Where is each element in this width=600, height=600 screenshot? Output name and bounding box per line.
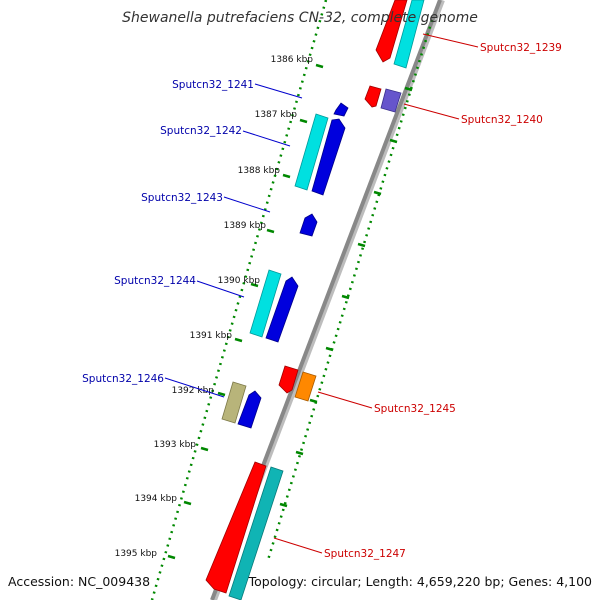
tick-label: 1391 kbp xyxy=(190,331,233,341)
leader-1246 xyxy=(164,377,225,398)
tick-mark xyxy=(183,500,192,506)
tick-mark xyxy=(404,86,413,92)
gene-1244-gene[interactable] xyxy=(249,269,282,338)
tick-label: 1394 kbp xyxy=(135,494,178,504)
tick-mark xyxy=(234,337,243,343)
tick-mark xyxy=(389,138,398,144)
tick-ring-inner xyxy=(266,19,434,561)
leader-lines xyxy=(164,33,479,554)
gene-1245-gene[interactable] xyxy=(278,365,299,394)
leader-1241 xyxy=(254,83,303,99)
gene-label-1243[interactable]: Sputcn32_1243 xyxy=(141,192,223,204)
gene-1246-gene[interactable] xyxy=(221,381,247,424)
gene-1240-gene[interactable] xyxy=(364,85,382,108)
tick-label: 1393 kbp xyxy=(154,440,197,450)
tick-mark xyxy=(299,118,308,124)
gene-1244-cds[interactable] xyxy=(265,276,299,343)
gene-label-1245[interactable]: Sputcn32_1245 xyxy=(374,403,456,415)
tick-mark xyxy=(309,398,318,404)
tick-label: 1395 kbp xyxy=(115,549,158,559)
gene-1247-cds[interactable] xyxy=(228,466,284,600)
tick-mark xyxy=(200,446,209,452)
leader-1244 xyxy=(196,280,245,298)
tick-label: 1388 kbp xyxy=(238,166,281,176)
tick-mark xyxy=(341,294,350,300)
leader-1245 xyxy=(317,391,373,409)
gene-label-1244[interactable]: Sputcn32_1244 xyxy=(114,275,196,287)
leader-1243 xyxy=(223,196,271,213)
map-title: Shewanella putrefaciens CN-32, complete … xyxy=(122,10,478,26)
leader-1239 xyxy=(422,33,479,48)
tick-label: 1389 kbp xyxy=(224,221,267,231)
gene-label-1246[interactable]: Sputcn32_1246 xyxy=(82,373,164,385)
tick-mark xyxy=(217,391,226,397)
tick-mark xyxy=(357,242,366,248)
gene-1246-cds[interactable] xyxy=(237,390,262,429)
gene-1239-gene[interactable] xyxy=(375,0,408,63)
footer-accession: Accession: NC_009438 xyxy=(8,574,150,589)
tick-mark xyxy=(295,450,304,456)
tick-mark xyxy=(282,173,291,179)
tick-mark xyxy=(279,502,288,508)
gene-label-1240[interactable]: Sputcn32_1240 xyxy=(461,114,543,126)
gene-1241-cds[interactable] xyxy=(333,102,349,117)
gene-1242-cds[interactable] xyxy=(311,118,346,196)
tick-label: 1387 kbp xyxy=(255,110,298,120)
tick-mark xyxy=(373,190,382,196)
tick-mark xyxy=(250,282,259,288)
tick-mark xyxy=(315,63,324,69)
tick-mark xyxy=(167,554,176,560)
inner-ticks xyxy=(279,86,413,508)
gene-1243-cds[interactable] xyxy=(299,213,318,237)
gene-label-1242[interactable]: Sputcn32_1242 xyxy=(160,125,242,137)
leader-1247 xyxy=(273,537,323,554)
tick-label: 1390 kbp xyxy=(218,276,261,286)
tick-label: 1386 kbp xyxy=(271,55,314,65)
gene-label-1239[interactable]: Sputcn32_1239 xyxy=(480,42,562,54)
gene-1245-cds[interactable] xyxy=(294,371,317,402)
tick-mark xyxy=(266,228,275,234)
gene-1239-cds[interactable] xyxy=(393,0,425,69)
gene-labels: Sputcn32_1241 Sputcn32_1242 Sputcn32_124… xyxy=(82,42,562,560)
gene-1242-gene[interactable] xyxy=(294,113,329,191)
footer-summary: Topology: circular; Length: 4,659,220 bp… xyxy=(248,574,592,589)
gene-label-1241[interactable]: Sputcn32_1241 xyxy=(172,79,254,91)
major-ticks xyxy=(167,63,324,560)
gene-1240-cds[interactable] xyxy=(380,88,402,113)
leader-1242 xyxy=(242,130,291,147)
leader-1240 xyxy=(403,103,460,120)
tick-mark xyxy=(325,346,334,352)
gene-1247-gene[interactable] xyxy=(205,461,267,594)
tick-labels: 1386 kbp 1387 kbp 1388 kbp 1389 kbp 1390… xyxy=(115,55,314,559)
tick-label: 1392 kbp xyxy=(172,386,215,396)
gene-label-1247[interactable]: Sputcn32_1247 xyxy=(324,548,406,560)
